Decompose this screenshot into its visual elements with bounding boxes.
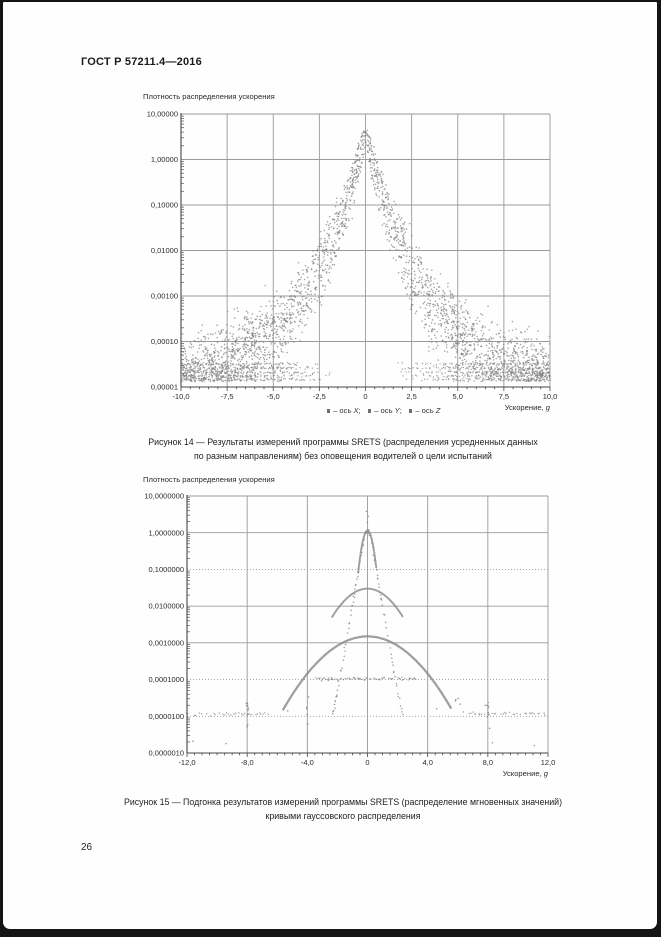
figure-15-axis-title: Плотность распределения ускорения (143, 475, 275, 484)
tick-labels: -10,0 -7,5 -5,0 -2,5 0 2,5 5,0 7,5 10,0 10,00000 1… (147, 110, 558, 401)
svg-text:12,0: 12,0 (541, 758, 556, 767)
svg-text:0,00001: 0,00001 (151, 383, 178, 392)
svg-text:Ускорение, g: Ускорение, g (505, 403, 551, 412)
svg-text:0: 0 (365, 758, 369, 767)
caption-line: кривыми гауссовского распределения (265, 811, 421, 821)
figure-15-caption: Рисунок 15 — Подгонка результатов измере… (73, 795, 613, 823)
svg-text:8,0: 8,0 (483, 758, 493, 767)
legend-item-x: – ось X; (326, 406, 361, 415)
figure-14-plot: -10,0 -7,5 -5,0 -2,5 0 2,5 5,0 7,5 10,0 10,00000 1… (147, 110, 558, 412)
svg-text:0,1000000: 0,1000000 (149, 565, 184, 574)
legend-axis-letter: X (353, 406, 359, 415)
legend-label: – ось (415, 406, 436, 415)
svg-text:-8,0: -8,0 (241, 758, 254, 767)
charts-canvas: -10,0 -7,5 -5,0 -2,5 0 2,5 5,0 7,5 10,0 10,00000 1… (144, 110, 558, 778)
svg-text:0,0001000: 0,0001000 (149, 675, 184, 684)
legend-axis-letter: Z (435, 406, 441, 415)
legend-axis-letter: Y (394, 406, 400, 415)
series-y-marker-icon (367, 409, 372, 413)
noise-floor-segments (185, 676, 546, 717)
legend-item-y: – ось Y; (367, 406, 402, 415)
legend-separator: ; (399, 406, 402, 415)
svg-text:0,0000010: 0,0000010 (149, 749, 184, 758)
scatter-series-y (180, 141, 551, 383)
gaussian-curve-1 (357, 529, 378, 574)
svg-text:0,00100: 0,00100 (151, 292, 178, 301)
legend-label: – ось (333, 406, 354, 415)
svg-text:5,0: 5,0 (453, 392, 463, 401)
legend-item-z: – ось Z (408, 406, 441, 415)
svg-text:-5,0: -5,0 (267, 392, 280, 401)
series-x-marker-icon (326, 409, 331, 413)
legend-label: – ось (374, 406, 395, 415)
gaussian-curve-2 (331, 587, 404, 618)
gaussian-curve-3 (282, 635, 453, 711)
svg-text:-12,0: -12,0 (178, 758, 195, 767)
series-z-marker-icon (408, 409, 413, 413)
noise-floor-bands (179, 361, 551, 383)
grid-lines (186, 495, 549, 754)
svg-text:0,0000100: 0,0000100 (149, 712, 184, 721)
figure-14-legend: – ось X; – ось Y; – ось Z (199, 406, 568, 415)
svg-text:-7,5: -7,5 (221, 392, 234, 401)
svg-text:10,0: 10,0 (543, 392, 558, 401)
axes (180, 113, 551, 391)
document-page: ГОСТ Р 57211.4—2016 Плотность распределе… (3, 2, 657, 929)
caption-line: по разным направлениям) без оповещения в… (194, 451, 492, 461)
svg-text:10,00000: 10,00000 (147, 110, 178, 119)
svg-text:10,0000000: 10,0000000 (144, 492, 184, 501)
page-number: 26 (81, 842, 93, 853)
gaussian-fit-curves (282, 529, 453, 711)
svg-text:0,00010: 0,00010 (151, 337, 178, 346)
legend-separator: ; (358, 406, 361, 415)
tick-labels: -12,0 -8,0 -4,0 0 4,0 8,0 12,0 10,0000000 1,0000… (144, 492, 555, 767)
svg-text:-10,0: -10,0 (172, 392, 189, 401)
outlier-clusters (192, 510, 536, 747)
grid-lines (180, 113, 551, 388)
svg-text:7,5: 7,5 (499, 392, 509, 401)
axes (186, 495, 549, 757)
svg-text:0: 0 (363, 392, 367, 401)
svg-text:0,01000: 0,01000 (151, 246, 178, 255)
caption-line: Рисунок 14 — Результаты измерений програ… (148, 437, 538, 447)
outlier-clusters (236, 318, 528, 365)
svg-text:1,0000000: 1,0000000 (149, 528, 184, 537)
figure-14-caption: Рисунок 14 — Результаты измерений програ… (73, 435, 613, 463)
figure-15-plot: -12,0 -8,0 -4,0 0 4,0 8,0 12,0 10,0000000 1,0000… (144, 492, 555, 778)
svg-text:4,0: 4,0 (422, 758, 432, 767)
svg-text:Ускорение, g: Ускорение, g (503, 769, 549, 778)
svg-text:0,10000: 0,10000 (151, 201, 178, 210)
svg-text:0,0100000: 0,0100000 (149, 602, 184, 611)
svg-text:1,00000: 1,00000 (151, 155, 178, 164)
figure-14-axis-title: Плотность распределения ускорения (143, 92, 275, 101)
svg-text:2,5: 2,5 (406, 392, 416, 401)
svg-text:-4,0: -4,0 (301, 758, 314, 767)
caption-line: Рисунок 15 — Подгонка результатов измере… (123, 797, 563, 807)
svg-text:-2,5: -2,5 (313, 392, 326, 401)
document-header: ГОСТ Р 57211.4—2016 (81, 56, 202, 68)
svg-text:0,0010000: 0,0010000 (149, 638, 184, 647)
scatter-series-z (180, 129, 551, 383)
